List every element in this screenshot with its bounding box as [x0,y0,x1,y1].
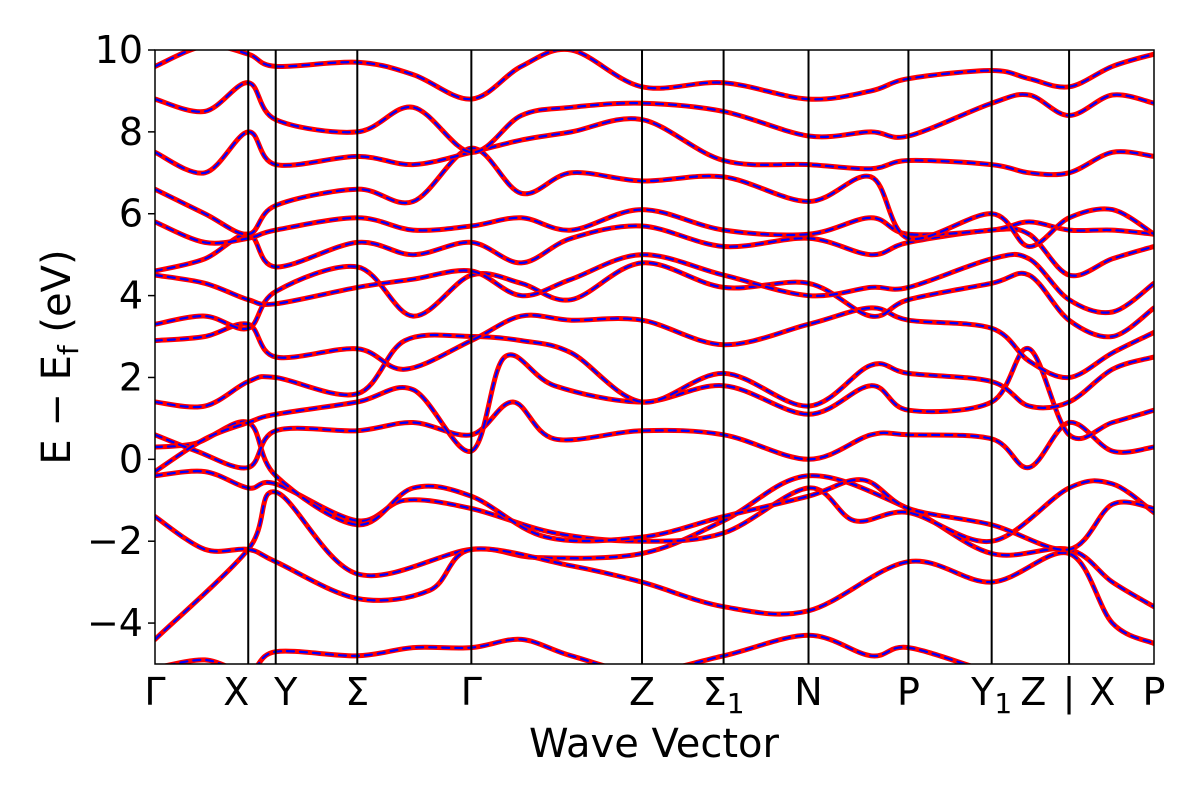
y-axis-label: E − Ef (eV) [34,249,85,464]
k-label-10: Z [1020,670,1046,714]
band-10-dashed [155,224,1154,277]
k-label-4: Γ [461,670,482,714]
band-5-solid [155,346,1154,475]
k-label-8: P [897,670,920,714]
y-tick-label-7: 10 [95,28,143,72]
y-tick-label-0: −4 [87,601,143,645]
k-label-13: P [1143,670,1166,714]
k-label-9: Y1 [970,670,1012,720]
band-7-dashed [155,306,1154,379]
bands-layer [155,50,1154,664]
y-tick-label-2: 0 [119,437,143,481]
band-15-solid [155,50,1154,102]
y-axis-label-unit: (eV) [34,249,80,345]
band-16-dashed [168,634,969,664]
k-label-11: | [1063,670,1076,715]
k-label-6: Σ1 [703,670,745,720]
y-tick-label-1: −2 [87,519,143,563]
band-1-dashed [155,515,1154,645]
band-7-solid [155,305,1154,381]
k-label-1: X [223,670,249,714]
band-3-solid [155,419,1154,553]
y-axis-ticks: −4 −2 0 2 4 6 8 10 [87,28,155,645]
k-label-12: X [1089,670,1115,714]
y-axis-label-subscript: f [52,344,85,355]
band-11-dashed [155,208,1154,245]
y-tick-label-6: 8 [119,110,143,154]
y-tick-label-5: 6 [119,192,143,236]
band-4-dashed [155,400,1154,470]
high-symmetry-lines [247,50,1071,664]
k-label-7: N [794,670,822,714]
k-label-0: Γ [144,670,165,714]
band-6-dashed [155,333,1154,410]
band-6-solid [155,332,1154,411]
k-label-2: Y [273,670,298,714]
k-label-5: Z [629,670,655,714]
band-10-solid [155,223,1154,279]
k-label-3: Σ [345,670,369,714]
band-2-dashed [155,470,1154,543]
y-tick-label-4: 4 [119,274,143,318]
plot-frame [154,49,1155,665]
y-tick-label-3: 2 [119,355,143,399]
x-axis-ticks: Γ X Y Σ Γ Z Σ1 N P Y1 Z | X P [144,670,1165,720]
x-axis-label: Wave Vector [529,721,780,767]
band-9-dashed [155,253,1154,314]
band-12-dashed [155,147,1154,248]
band-14-dashed [155,81,1154,154]
band-14-solid [155,80,1154,155]
y-axis-label-main: E − E [34,355,80,465]
